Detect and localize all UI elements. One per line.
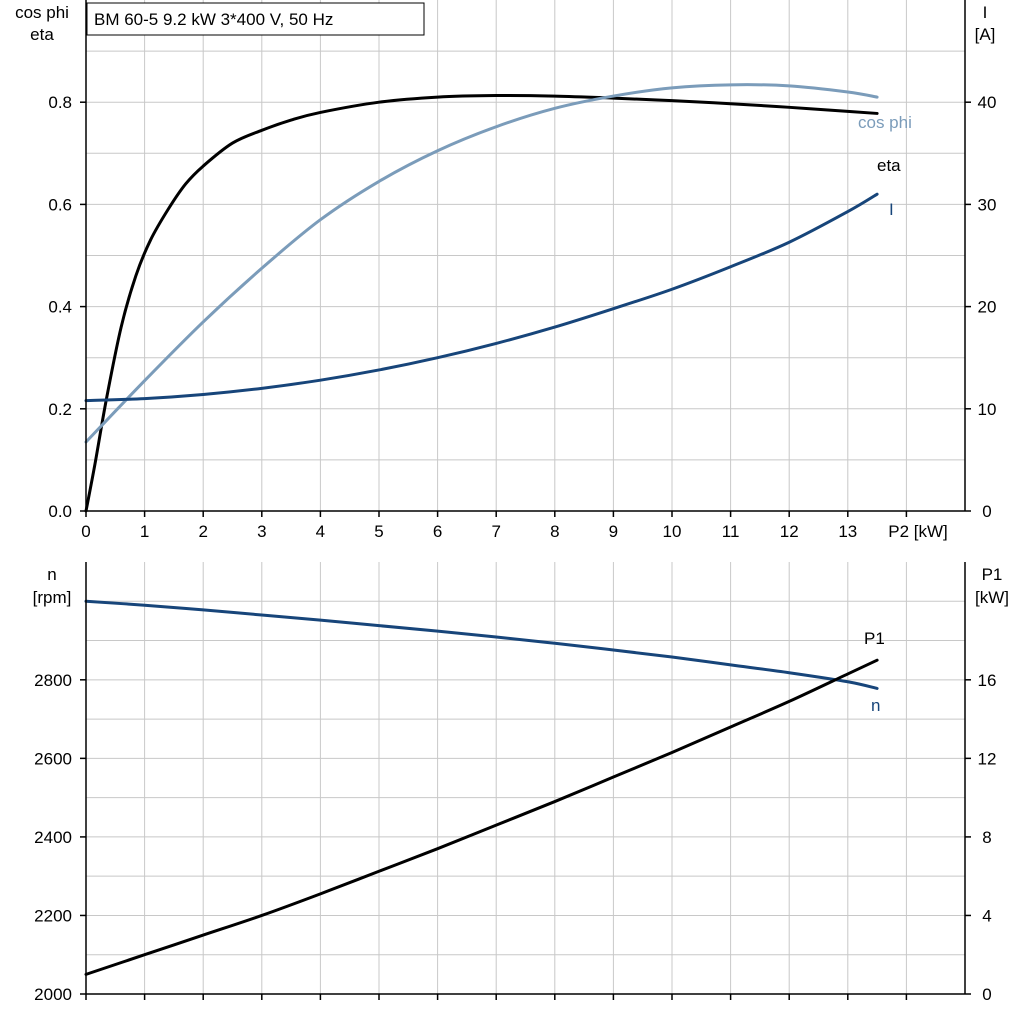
top-left-tick-label: 0.0: [48, 502, 72, 521]
top-x-tick-label: 3: [257, 522, 266, 541]
p1-curve-label: P1: [864, 629, 885, 648]
top-right-tick-label: 40: [978, 93, 997, 112]
top-left-tick-label: 0.6: [48, 195, 72, 214]
eta-curve: [84, 94, 879, 513]
current-curve-label: I: [889, 200, 894, 219]
top-right-tick-label: 10: [978, 400, 997, 419]
top-left-tick-label: 0.4: [48, 298, 72, 317]
top-left-axis-label-1: cos phi: [15, 3, 69, 22]
top-x-tick-label: 7: [491, 522, 500, 541]
n-curve: [84, 599, 879, 690]
bottom-right-tick-label: 0: [982, 985, 991, 1004]
cos-phi-curve: [84, 83, 879, 444]
top-x-tick-label: 10: [663, 522, 682, 541]
bottom-right-axis-label-2: [kW]: [975, 588, 1009, 607]
bottom-chart-grid: [86, 562, 965, 994]
bottom-left-tick-label: 2400: [34, 828, 72, 847]
top-left-tick-label: 0.2: [48, 400, 72, 419]
chart-title: BM 60-5 9.2 kW 3*400 V, 50 Hz: [94, 10, 333, 29]
bottom-left-tick-label: 2600: [34, 749, 72, 768]
top-x-tick-label: 1: [140, 522, 149, 541]
top-right-tick-label: 30: [978, 195, 997, 214]
top-chart-axes: [80, 0, 971, 517]
top-x-tick-label: 6: [433, 522, 442, 541]
top-x-tick-label: 0: [81, 522, 90, 541]
top-x-tick-label: 4: [316, 522, 325, 541]
p1-curve: [84, 658, 879, 976]
top-left-tick-label: 0.8: [48, 93, 72, 112]
top-x-tick-label: 12: [780, 522, 799, 541]
bottom-right-axis-label-1: P1: [982, 565, 1003, 584]
top-chart-curves: [84, 83, 879, 513]
bottom-left-tick-label: 2000: [34, 985, 72, 1004]
bottom-left-axis-label-1: n: [47, 565, 56, 584]
top-right-tick-label: 0: [982, 502, 991, 521]
top-chart-grid: [86, 0, 965, 511]
speed-curve-label: n: [871, 696, 880, 715]
top-right-axis-label-1: I: [983, 3, 988, 22]
eta-curve-label: eta: [877, 156, 901, 175]
top-right-tick-label: 20: [978, 298, 997, 317]
bottom-left-tick-label: 2800: [34, 671, 72, 690]
top-x-tick-label: 5: [374, 522, 383, 541]
bottom-right-tick-label: 8: [982, 828, 991, 847]
bottom-chart-axes: [80, 562, 971, 1000]
top-x-tick-label: 2: [198, 522, 207, 541]
cos-phi-curve-label: cos phi: [858, 113, 912, 132]
top-x-tick-label: 9: [609, 522, 618, 541]
top-left-axis-label-2: eta: [30, 25, 54, 44]
bottom-chart-tick-labels: 2000 2200 2400 2600 2800 0 4 8 12 16: [34, 671, 996, 1004]
bottom-left-axis-label-2: [rpm]: [33, 588, 72, 607]
x-axis-label: P2 [kW]: [888, 522, 948, 541]
i-curve: [84, 192, 879, 403]
top-x-tick-label: 13: [838, 522, 857, 541]
top-x-tick-label: 8: [550, 522, 559, 541]
bottom-right-tick-label: 12: [978, 749, 997, 768]
title-box: [86, 2, 425, 36]
top-right-axis-label-2: [A]: [975, 25, 996, 44]
bottom-chart-curves: [84, 599, 879, 976]
bottom-right-tick-label: 4: [982, 906, 991, 925]
bottom-right-tick-label: 16: [978, 671, 997, 690]
bottom-left-tick-label: 2200: [34, 906, 72, 925]
top-x-tick-label: 11: [722, 522, 740, 541]
